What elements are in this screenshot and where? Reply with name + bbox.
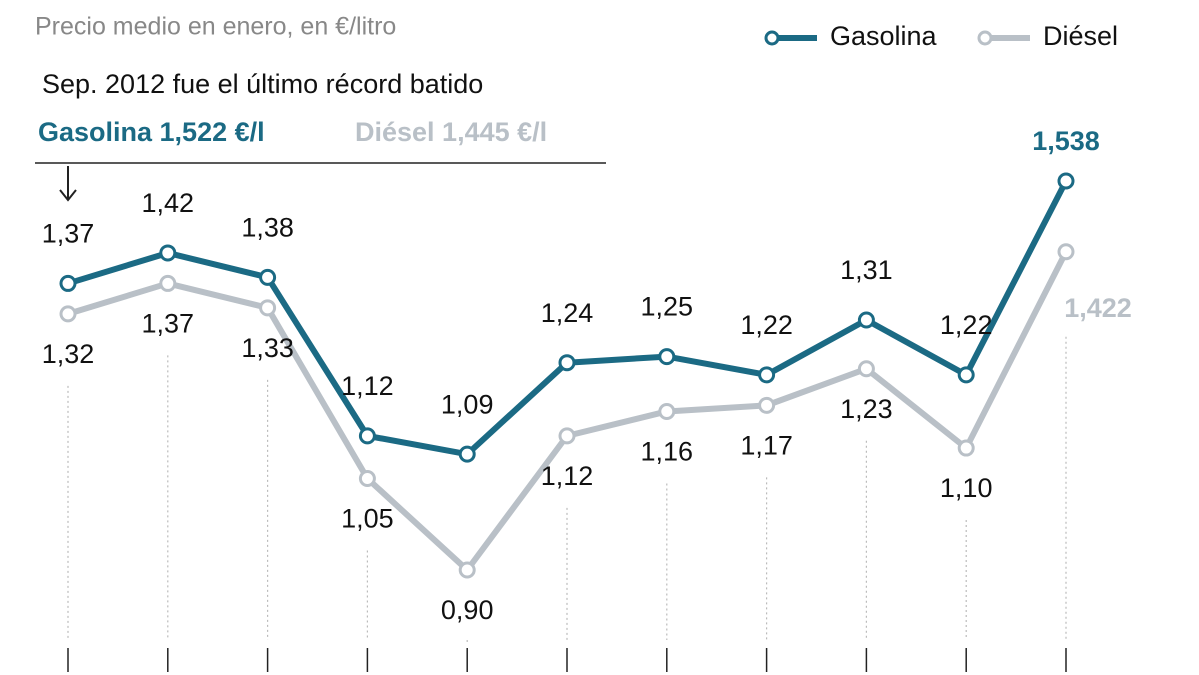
data-label: 1,42	[142, 188, 195, 218]
legend-label: Diésel	[1043, 21, 1118, 51]
data-point	[1057, 172, 1075, 190]
legend-marker	[764, 30, 780, 46]
data-label: 1,22	[940, 310, 993, 340]
data-point	[857, 360, 875, 378]
data-point	[159, 244, 177, 262]
data-label: 1,09	[441, 389, 494, 419]
data-label: 1,17	[740, 431, 793, 461]
data-point	[59, 305, 77, 323]
annotation-diesel: Diésel 1,445 €/l	[355, 117, 547, 147]
data-point	[1057, 243, 1075, 261]
data-label: 1,16	[641, 437, 694, 467]
data-label: 1,32	[42, 339, 95, 369]
data-point	[658, 402, 676, 420]
data-point	[558, 354, 576, 372]
data-point	[159, 274, 177, 292]
data-label: 1,422	[1064, 293, 1132, 323]
data-point	[658, 348, 676, 366]
data-point	[857, 311, 875, 329]
data-label: 1,33	[241, 333, 294, 363]
data-label: 1,538	[1032, 126, 1100, 156]
data-point	[59, 274, 77, 292]
data-point	[358, 470, 376, 488]
data-label: 1,10	[940, 473, 993, 503]
data-point	[358, 427, 376, 445]
data-label: 0,90	[441, 595, 494, 625]
data-point	[458, 561, 476, 579]
data-point	[758, 366, 776, 384]
data-label: 1,05	[341, 504, 394, 534]
data-label: 1,37	[42, 219, 95, 249]
annotation-gasolina: Gasolina 1,522 €/l	[38, 117, 265, 147]
data-point	[558, 427, 576, 445]
data-label: 1,12	[541, 461, 594, 491]
annotation-arrow	[59, 166, 77, 202]
data-point	[458, 445, 476, 463]
data-label: 1,38	[241, 212, 294, 242]
data-label: 1,24	[541, 298, 594, 328]
data-point	[758, 396, 776, 414]
data-label: 1,25	[641, 292, 694, 322]
legend-label: Gasolina	[830, 21, 938, 51]
data-label: 1,12	[341, 371, 394, 401]
data-label: 1,23	[840, 394, 893, 424]
data-point	[259, 299, 277, 317]
annotation: Sep. 2012 fue el último récord batido	[42, 69, 483, 99]
data-point	[259, 268, 277, 286]
data-label: 1,22	[740, 310, 793, 340]
subtitle: Precio medio en enero, en €/litro	[35, 13, 396, 41]
data-label: 1,31	[840, 255, 893, 285]
legend-marker	[977, 30, 993, 46]
data-point	[957, 366, 975, 384]
data-point	[957, 439, 975, 457]
data-label: 1,37	[142, 309, 195, 339]
